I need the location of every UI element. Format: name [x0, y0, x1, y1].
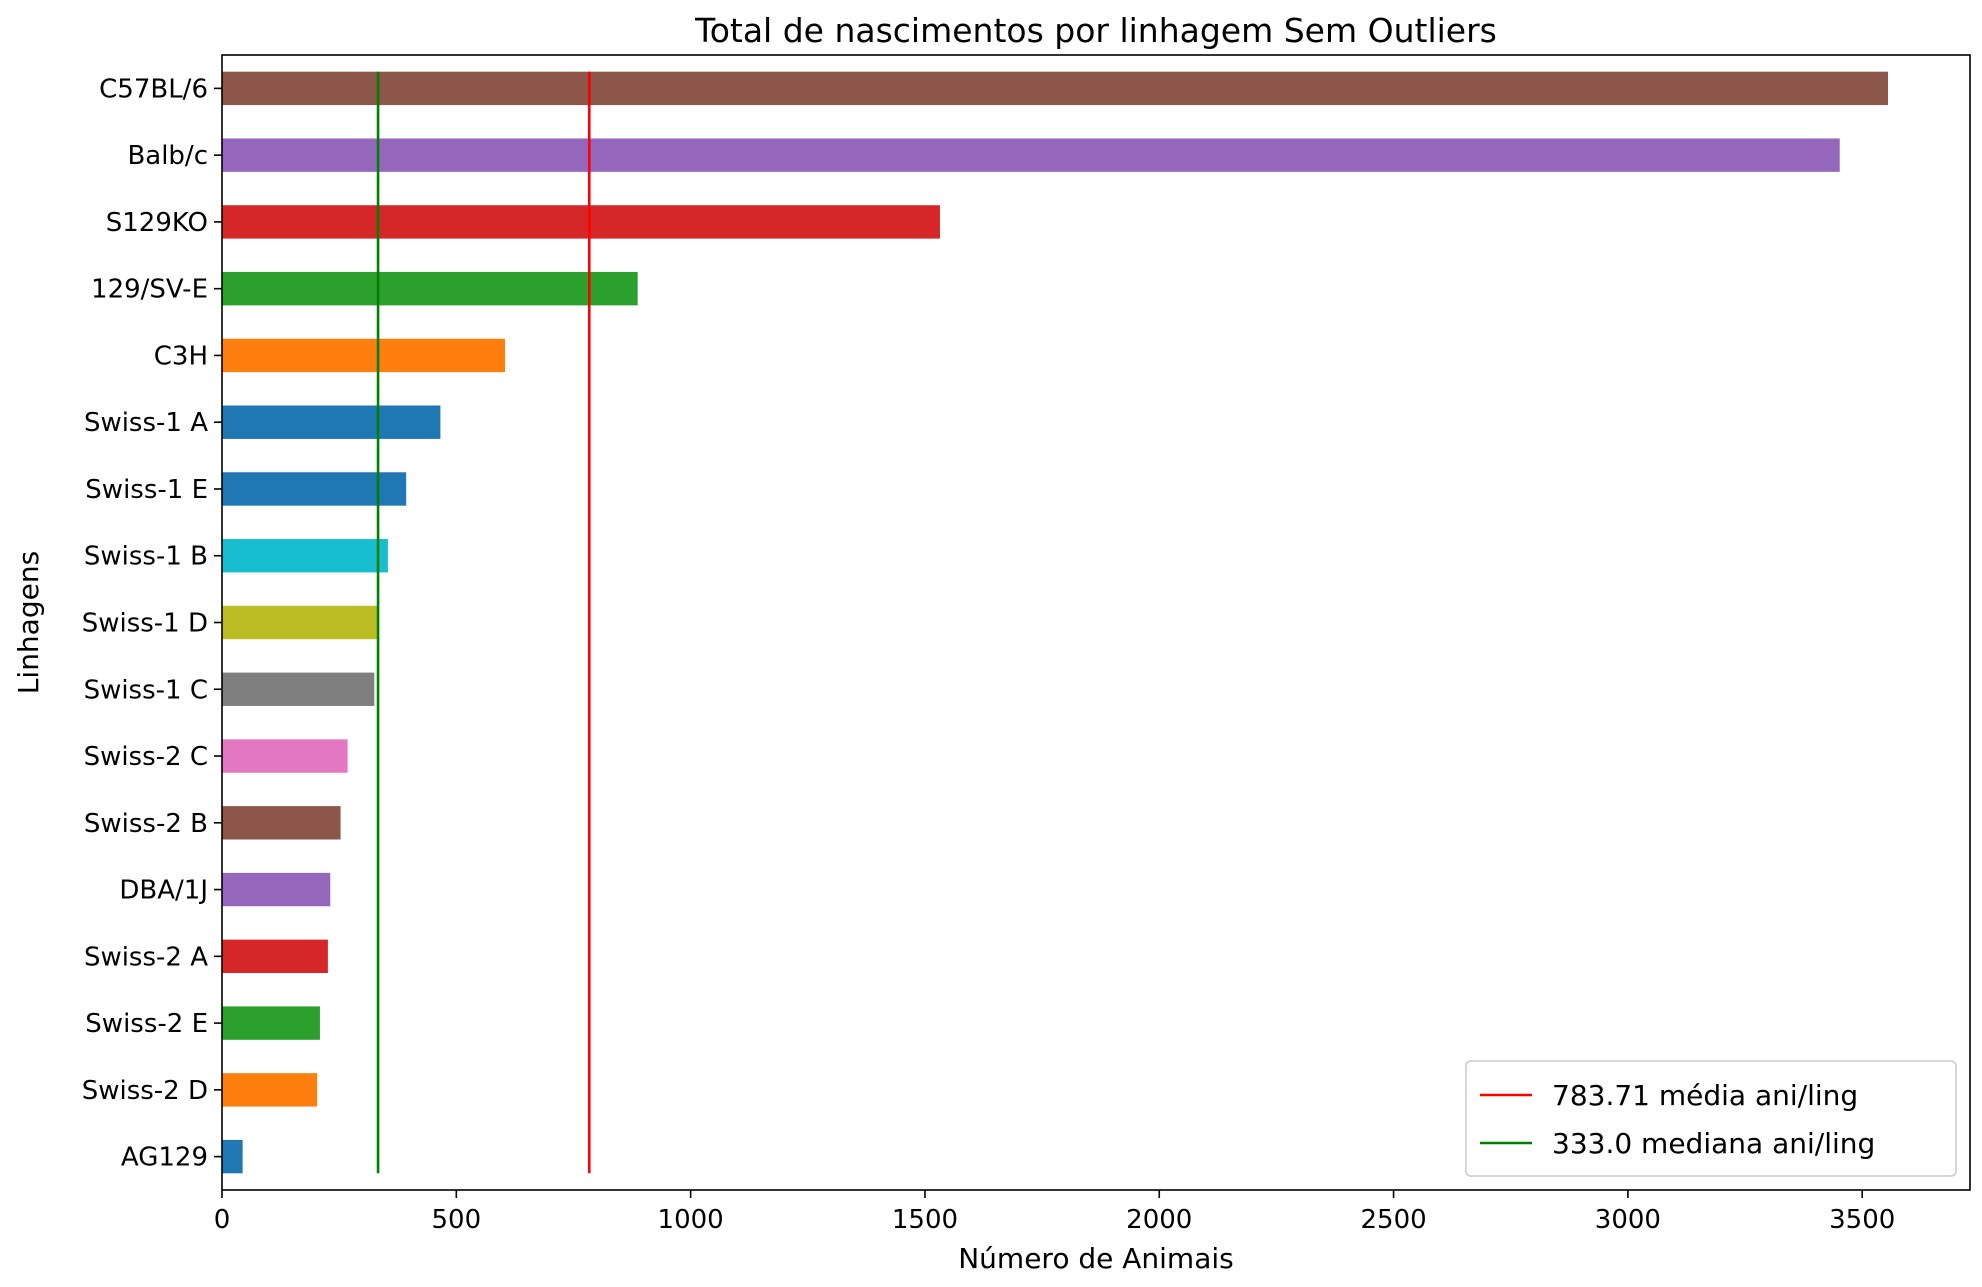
bar-3 — [222, 271, 638, 306]
y-tick-label: Balb/c — [127, 141, 208, 171]
bar-6 — [222, 472, 407, 506]
y-tick-label: 129/SV-E — [91, 275, 208, 305]
legend-box — [1465, 1060, 1957, 1177]
bar-15 — [222, 1073, 318, 1107]
y-tick-label: C3H — [154, 341, 208, 371]
bar-13 — [222, 939, 328, 974]
x-tick-label: 500 — [431, 1205, 481, 1235]
bars-group — [222, 71, 1888, 1174]
y-tick-label: Swiss-2 B — [84, 809, 208, 839]
x-tick-label: 1500 — [892, 1205, 958, 1235]
x-tick-label: 2000 — [1126, 1205, 1192, 1235]
y-tick-label: Swiss-2 E — [85, 1009, 208, 1039]
x-tick-label: 3500 — [1829, 1205, 1895, 1235]
bar-11 — [222, 806, 341, 840]
y-tick-label: Swiss-2 C — [84, 742, 208, 772]
x-tick-label: 0 — [214, 1205, 231, 1235]
y-tick-label: Swiss-2 D — [82, 1076, 208, 1106]
bar-16 — [222, 1139, 243, 1174]
bar-7 — [222, 539, 388, 573]
bar-9 — [222, 672, 375, 706]
y-tick-label: Swiss-1 D — [82, 609, 208, 639]
bar-10 — [222, 739, 348, 773]
x-tick-label: 2500 — [1360, 1205, 1426, 1235]
bar-1 — [222, 138, 1840, 172]
reference-lines-group — [376, 71, 591, 1174]
y-tick-label: Swiss-1 B — [84, 542, 208, 572]
legend: 783.71 média ani/ling 333.0 mediana ani/l… — [1465, 1060, 1957, 1177]
y-tick-label: Swiss-1 E — [85, 475, 208, 505]
legend-entry: 333.0 mediana ani/ling — [1552, 1127, 1875, 1160]
y-tick-label: Swiss-2 A — [84, 942, 208, 972]
bar-0 — [222, 71, 1888, 106]
bar-12 — [222, 872, 331, 907]
legend-entry: 783.71 média ani/ling — [1552, 1079, 1858, 1112]
chart-title: Total de nascimentos por linhagem Sem Ou… — [694, 11, 1497, 50]
y-tick-label: Swiss-1 A — [84, 408, 208, 438]
y-tick-label: DBA/1J — [119, 876, 208, 906]
x-tick-label: 1000 — [658, 1205, 724, 1235]
x-axis-label: Número de Animais — [958, 1242, 1234, 1275]
y-tick-label: S129KO — [106, 208, 208, 238]
y-tick-label: AG129 — [121, 1143, 208, 1173]
bar-2 — [222, 205, 940, 239]
y-tick-label: C57BL/6 — [99, 74, 208, 104]
x-tick-label: 3000 — [1595, 1205, 1661, 1235]
bar-14 — [222, 1006, 320, 1040]
y-tick-label: Swiss-1 C — [84, 675, 208, 705]
y-axis-ticks: C57BL/6 Balb/c S129KO 129/SV-E C3H Swiss-1 A S… — [82, 74, 222, 1173]
bar-5 — [222, 405, 441, 439]
x-axis-ticks: 0 500 1000 1500 2000 2500 3000 3500 — [214, 1190, 1895, 1235]
bar-4 — [222, 338, 506, 373]
y-axis-label: Linhagens — [12, 551, 45, 694]
bar-8 — [222, 605, 379, 640]
